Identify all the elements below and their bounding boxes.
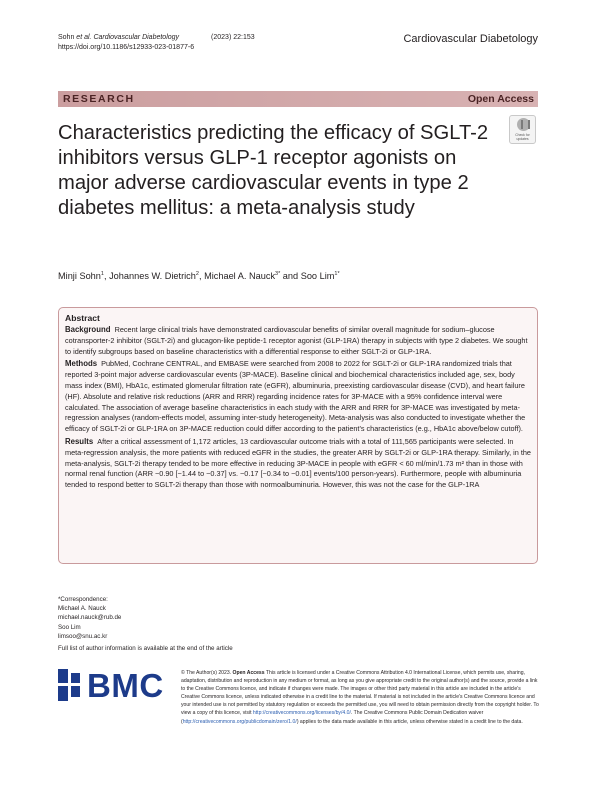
running-header: Sohn et al. Cardiovascular Diabetology (… — [58, 33, 255, 53]
header-volume: (2023) 22:153 — [211, 34, 255, 41]
bmc-logo: BMC — [58, 666, 168, 706]
correspondence-block: *Correspondence: Michael A. Nauck michae… — [58, 595, 121, 641]
abstract-box: Abstract Background Recent large clinica… — [58, 307, 538, 564]
crossmark-circle-icon — [517, 118, 530, 131]
methods-text: PubMed, Cochrane CENTRAL, and EMBASE wer… — [65, 359, 526, 434]
citation-line: Sohn et al. Cardiovascular Diabetology (… — [58, 33, 255, 43]
bmc-logo-icon — [58, 669, 80, 701]
abstract-results: Results After a critical assessment of 1… — [65, 437, 531, 491]
abstract-heading: Abstract — [65, 313, 100, 323]
correspondence-email[interactable]: limsoo@snu.ac.kr — [58, 632, 108, 640]
author-affil: 3* — [275, 271, 281, 277]
open-access-label: Open Access — [467, 93, 534, 105]
article-type-banner: RESEARCH Open Access — [58, 91, 538, 107]
crossmark-label-2: updates — [516, 137, 529, 141]
bmc-logo-text: BMC — [87, 667, 164, 704]
background-label: Background — [65, 325, 111, 334]
article-title: Characteristics predicting the efficacy … — [58, 122, 489, 219]
doi-link[interactable]: https://doi.org/10.1186/s12933-023-01877… — [58, 44, 195, 51]
author-name[interactable]: Johannes W. Dietrich — [109, 271, 196, 282]
author-list: Minji Sohn1, Johannes W. Dietrich2, Mich… — [58, 271, 340, 282]
author-affil: 1* — [334, 271, 340, 277]
correspondence-email[interactable]: michael.nauck@rub.de — [58, 614, 122, 622]
license-text: © The Author(s) 2023. Open Access This a… — [181, 670, 539, 725]
results-label: Results — [65, 436, 94, 446]
author-info-note: Full list of author information is avail… — [58, 645, 233, 652]
crossmark-label-1: Check for — [515, 133, 530, 137]
correspondence-label: *Correspondence: — [58, 596, 108, 603]
methods-label: Methods — [65, 359, 98, 369]
crossmark-icon[interactable]: Check for updates — [509, 115, 536, 144]
abstract-background: Background Recent large clinical trials … — [65, 325, 531, 357]
correspondence-author: Soo Lim — [58, 623, 81, 631]
author-affil: 2 — [195, 271, 199, 277]
open-access-bold: Open Access — [232, 670, 265, 676]
license-link[interactable]: http://creativecommons.org/licenses/by/4… — [252, 710, 351, 717]
abstract-methods: Methods PubMed, Cochrane CENTRAL, and EM… — [65, 359, 531, 435]
public-domain-link[interactable]: http://creativecommons.org/publicdomain/… — [182, 718, 297, 725]
author-affil: 1 — [100, 271, 104, 277]
results-text: After a critical assessment of 1,172 art… — [65, 436, 531, 490]
journal-name: Cardiovascular Diabetology — [403, 33, 538, 45]
header-author: Sohn et al. Cardiovascular Diabetology — [58, 34, 180, 41]
background-text: Recent large clinical trials have demons… — [65, 325, 528, 356]
article-type-label: RESEARCH — [63, 93, 135, 105]
author-name[interactable]: Soo Lim — [300, 271, 335, 282]
author-name[interactable]: Michael A. Nauck — [204, 271, 276, 282]
correspondence-author: Michael A. Nauck — [58, 605, 106, 613]
author-name[interactable]: Minji Sohn — [58, 271, 101, 282]
